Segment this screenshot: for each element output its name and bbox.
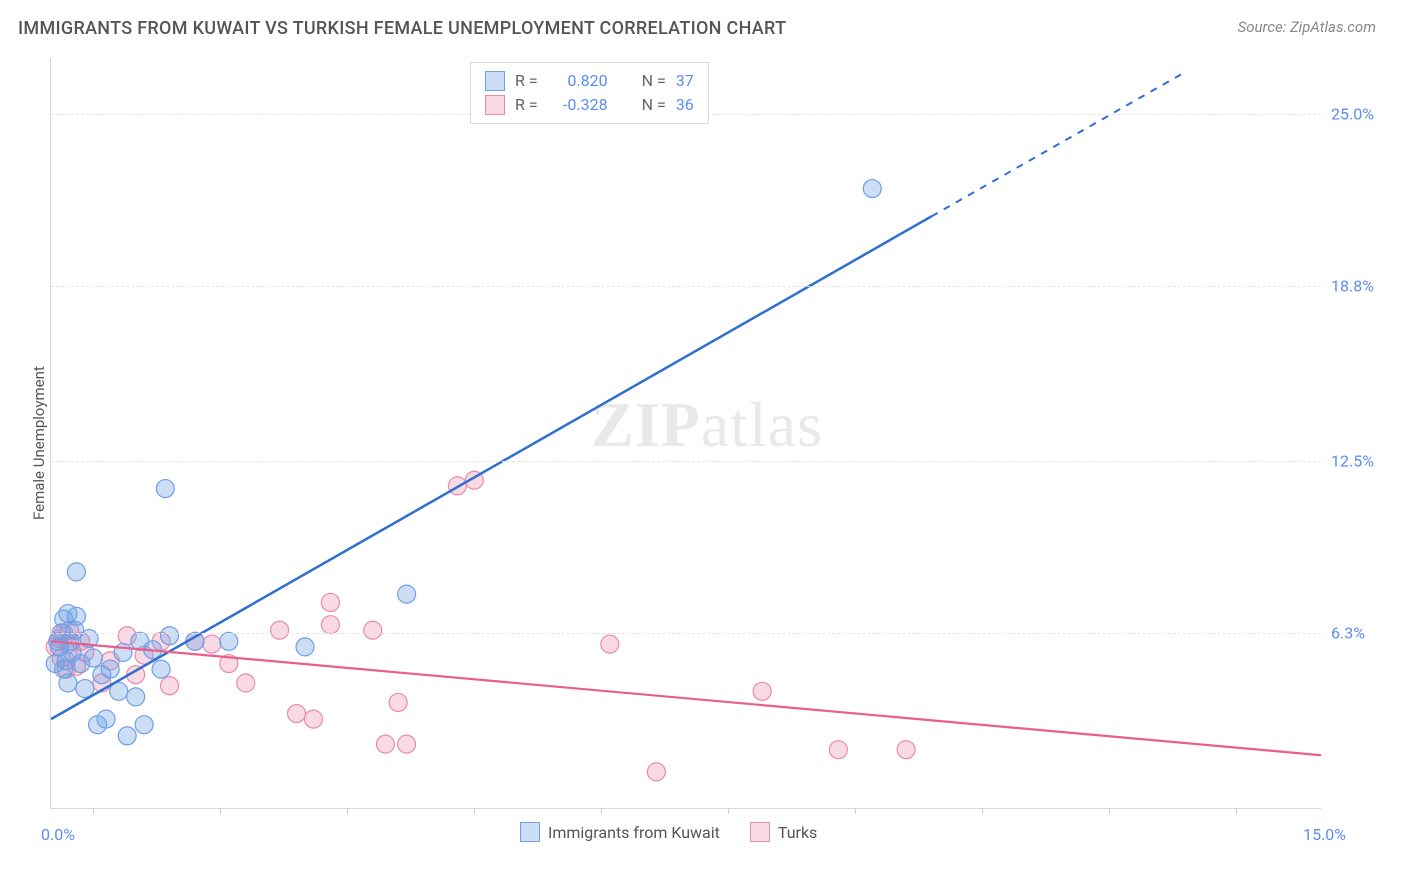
chart-title: IMMIGRANTS FROM KUWAIT VS TURKISH FEMALE…	[18, 18, 786, 39]
legend-swatch	[485, 95, 505, 115]
x-tick-mark	[93, 808, 94, 814]
data-point-blue	[398, 585, 416, 603]
series-legend-item: Immigrants from Kuwait	[520, 822, 720, 842]
data-point-blue	[97, 710, 115, 728]
data-point-blue	[59, 674, 77, 692]
data-point-pink	[271, 621, 289, 639]
data-point-blue	[84, 649, 102, 667]
data-point-blue	[863, 180, 881, 198]
legend-n-value: 36	[676, 93, 694, 117]
series-legend-label: Turks	[778, 823, 817, 842]
legend-r-label: R =	[515, 69, 538, 93]
data-point-blue	[220, 632, 238, 650]
data-point-blue	[152, 660, 170, 678]
data-point-blue	[296, 638, 314, 656]
data-point-pink	[161, 677, 179, 695]
data-point-blue	[118, 727, 136, 745]
x-tick-mark	[474, 808, 475, 814]
data-point-pink	[753, 682, 771, 700]
legend-n-label: N =	[642, 69, 666, 93]
data-point-pink	[829, 741, 847, 759]
y-tick-label: 18.8%	[1331, 276, 1391, 295]
plot-svg	[51, 58, 1321, 808]
data-point-blue	[67, 563, 85, 581]
data-point-pink	[364, 621, 382, 639]
data-point-pink	[389, 693, 407, 711]
x-axis-min-label: 0.0%	[41, 825, 75, 844]
series-legend-label: Immigrants from Kuwait	[548, 823, 720, 842]
x-tick-mark	[220, 808, 221, 814]
data-point-pink	[203, 635, 221, 653]
data-point-blue	[127, 688, 145, 706]
data-point-pink	[321, 616, 339, 634]
y-tick-label: 25.0%	[1331, 104, 1391, 123]
series-legend: Immigrants from Kuwait Turks	[520, 822, 817, 842]
y-tick-label: 12.5%	[1331, 451, 1391, 470]
x-tick-mark	[1109, 808, 1110, 814]
correlation-legend-row: R = -0.328 N = 36	[485, 93, 694, 117]
regression-line-pink	[51, 641, 1321, 755]
legend-swatch	[485, 71, 505, 91]
grid-line	[51, 633, 1321, 634]
data-point-blue	[156, 480, 174, 498]
legend-swatch	[520, 822, 540, 842]
x-tick-mark	[855, 808, 856, 814]
data-point-pink	[376, 735, 394, 753]
data-point-pink	[288, 705, 306, 723]
data-point-pink	[321, 593, 339, 611]
source-attribution: Source: ZipAtlas.com	[1238, 18, 1376, 36]
correlation-legend-row: R = 0.820 N = 37	[485, 69, 694, 93]
series-legend-item: Turks	[750, 822, 817, 842]
legend-n-label: N =	[642, 93, 666, 117]
data-point-pink	[897, 741, 915, 759]
regression-line-blue-extrapolated	[932, 72, 1186, 216]
regression-line-blue	[51, 216, 932, 719]
data-point-blue	[101, 660, 119, 678]
legend-r-value: 0.820	[548, 69, 608, 93]
data-point-blue	[161, 627, 179, 645]
x-tick-mark	[601, 808, 602, 814]
x-tick-mark	[728, 808, 729, 814]
data-point-pink	[601, 635, 619, 653]
scatter-plot-area: ZIPatlas 0.0% 15.0% 6.3%12.5%18.8%25.0%	[50, 58, 1321, 809]
legend-r-label: R =	[515, 93, 538, 117]
correlation-legend: R = 0.820 N = 37 R = -0.328 N = 36	[470, 62, 709, 124]
data-point-pink	[398, 735, 416, 753]
x-tick-mark	[982, 808, 983, 814]
legend-n-value: 37	[676, 69, 694, 93]
x-tick-mark	[1236, 808, 1237, 814]
data-point-blue	[67, 607, 85, 625]
y-tick-label: 6.3%	[1331, 624, 1391, 643]
x-axis-max-label: 15.0%	[1303, 825, 1346, 844]
y-axis-label: Female Unemployment	[30, 366, 48, 520]
x-tick-mark	[347, 808, 348, 814]
data-point-pink	[304, 710, 322, 728]
legend-r-value: -0.328	[548, 93, 608, 117]
data-point-pink	[647, 763, 665, 781]
grid-line	[51, 286, 1321, 287]
data-point-blue	[135, 716, 153, 734]
data-point-pink	[237, 674, 255, 692]
grid-line	[51, 461, 1321, 462]
legend-swatch	[750, 822, 770, 842]
